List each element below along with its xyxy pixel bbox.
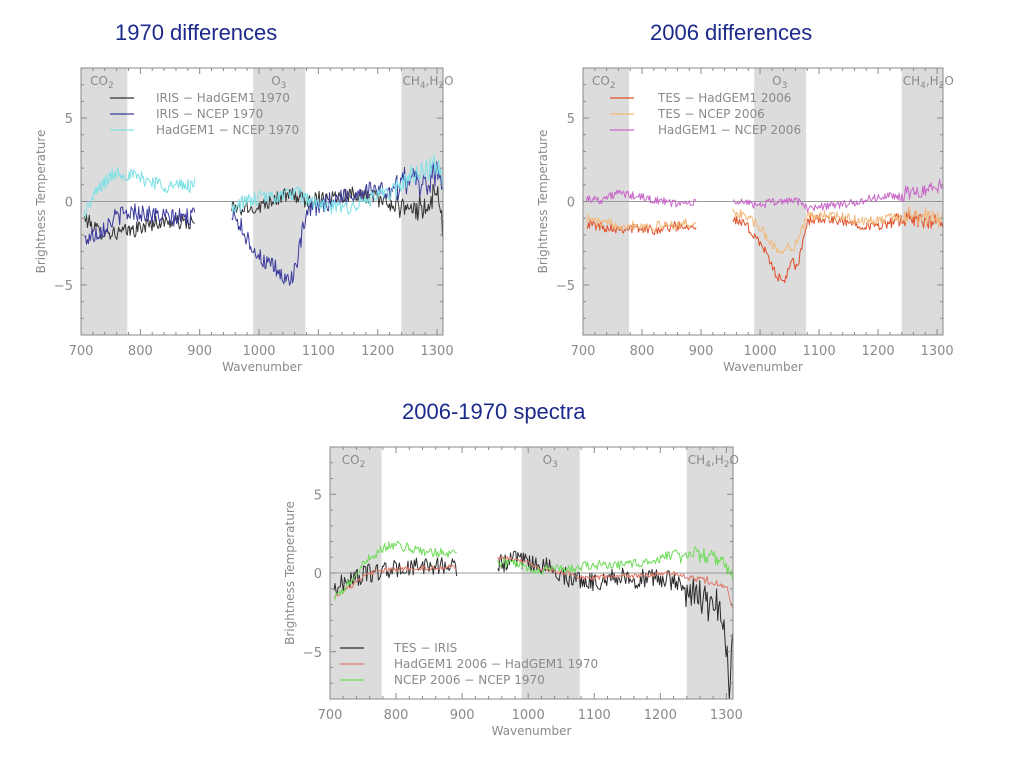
y-tick-label: −5 <box>556 279 575 294</box>
x-tick-label: 700 <box>318 708 343 723</box>
legend-label: HadGEM1 − NCEP 1970 <box>156 123 299 137</box>
x-tick-label: 700 <box>69 344 94 359</box>
legend-label: TES − HadGEM1 2006 <box>657 91 791 105</box>
series-line-1 <box>586 206 943 254</box>
x-tick-label: 1000 <box>744 344 777 359</box>
chart-title-2006-1970: 2006-1970 spectra <box>402 399 586 424</box>
band-label-1: O3​ <box>772 74 787 91</box>
x-axis-label: Wavenumber <box>492 724 572 738</box>
y-tick-label: 5 <box>314 488 322 503</box>
chart-2: CO2​ O3​ CH4​,H2​O 700 800 900 1000 1100 1200 130… <box>283 446 743 738</box>
y-tick-label: −5 <box>303 646 322 661</box>
y-tick-label: −5 <box>54 279 73 294</box>
y-tick-label: 5 <box>567 112 575 127</box>
x-tick-label: 1100 <box>803 344 836 359</box>
y-axis-label: Brightness Temperature <box>283 501 297 645</box>
y-tick-label: 0 <box>65 196 73 211</box>
x-axis-label: Wavenumber <box>723 360 803 374</box>
chart-1: CO2​ O3​ CH4​,H2​O 700 800 900 1000 1100 1200 130… <box>536 67 954 374</box>
legend-label: TES − NCEP 2006 <box>657 107 765 121</box>
x-tick-label: 800 <box>384 708 409 723</box>
legend-label: IRIS − NCEP 1970 <box>156 107 263 121</box>
band-label-2: CH4​,H2​O <box>402 74 453 91</box>
x-tick-label: 1000 <box>512 708 545 723</box>
chart-0: CO2​ O3​ CH4​,H2​O 700 800 900 1000 1100 1200 130… <box>34 67 454 374</box>
x-tick-label: 1200 <box>862 344 895 359</box>
x-tick-label: 1300 <box>921 344 954 359</box>
x-tick-label: 800 <box>128 344 153 359</box>
x-tick-label: 1100 <box>302 344 335 359</box>
y-tick-label: 5 <box>65 112 73 127</box>
x-tick-label: 1000 <box>242 344 275 359</box>
legend-label: HadGEM1 − NCEP 2006 <box>658 123 801 137</box>
chart-title-2006: 2006 differences <box>650 20 813 45</box>
legend-label: TES − IRIS <box>393 641 457 655</box>
series-line-1 <box>84 161 443 286</box>
x-tick-label: 1200 <box>361 344 394 359</box>
y-axis-label: Brightness Temperature <box>34 130 48 274</box>
x-tick-label: 1300 <box>421 344 454 359</box>
x-tick-label: 900 <box>187 344 212 359</box>
y-tick-label: 0 <box>314 567 322 582</box>
legend-label: HadGEM1 2006 − HadGEM1 1970 <box>394 657 598 671</box>
band-label-0: CO2​ <box>342 453 366 470</box>
x-tick-label: 900 <box>689 344 714 359</box>
band-label-2: CH4​,H2​O <box>903 74 954 91</box>
series-line-2 <box>333 540 733 601</box>
x-tick-label: 900 <box>450 708 475 723</box>
x-tick-label: 800 <box>630 344 655 359</box>
x-tick-label: 1200 <box>644 708 677 723</box>
band-label-2: CH4​,H2​O <box>688 453 739 470</box>
band-label-1: O3​ <box>543 453 558 470</box>
band-label-0: CO2​ <box>90 74 114 91</box>
x-axis-label: Wavenumber <box>222 360 302 374</box>
legend-label: NCEP 2006 − NCEP 1970 <box>394 673 545 687</box>
x-tick-label: 1300 <box>710 708 743 723</box>
x-tick-label: 1100 <box>578 708 611 723</box>
y-axis-label: Brightness Temperature <box>536 130 550 274</box>
x-tick-label: 700 <box>571 344 596 359</box>
band-label-1: O3​ <box>271 74 286 91</box>
chart-title-1970: 1970 differences <box>115 20 278 45</box>
series-line-1 <box>333 556 733 608</box>
y-tick-label: 0 <box>567 196 575 211</box>
series-line-2 <box>84 154 443 219</box>
legend-label: IRIS − HadGEM1 1970 <box>156 91 290 105</box>
series-line-2 <box>586 178 943 213</box>
band-label-0: CO2​ <box>592 74 616 91</box>
